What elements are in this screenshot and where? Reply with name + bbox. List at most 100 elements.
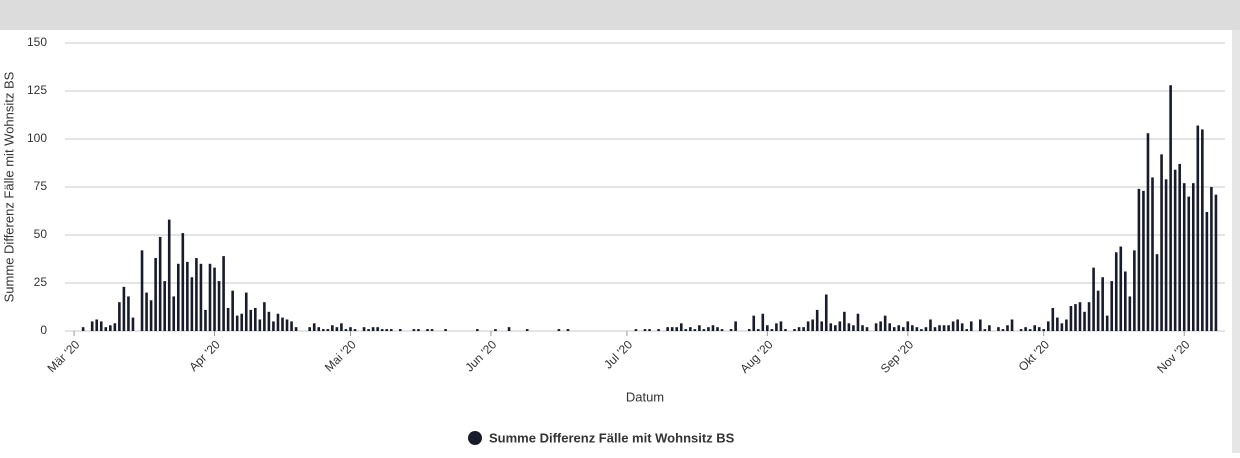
bar: [756, 329, 760, 331]
bar: [1096, 290, 1100, 331]
bar: [204, 309, 207, 331]
bar: [476, 329, 479, 331]
bar: [1087, 302, 1091, 331]
bar: [154, 258, 157, 331]
bar: [494, 329, 497, 331]
bar: [711, 325, 715, 331]
bar: [362, 327, 366, 331]
bar: [258, 319, 262, 331]
y-tick-label: 125: [27, 83, 47, 97]
bar: [1083, 311, 1086, 331]
bar: [290, 321, 293, 331]
bar: [389, 329, 393, 331]
x-tick-label: Nov '20: [1154, 337, 1193, 376]
bar: [716, 327, 719, 331]
bar: [231, 290, 234, 331]
bar: [1037, 327, 1041, 331]
bar: [1160, 154, 1163, 331]
bar: [222, 256, 225, 331]
bar: [852, 325, 855, 331]
bar: [693, 329, 697, 331]
bar: [331, 325, 334, 331]
bar: [1178, 163, 1181, 331]
bar: [883, 315, 887, 331]
bar: [689, 327, 692, 331]
y-tick-label: 75: [34, 179, 48, 193]
bar: [956, 319, 959, 331]
bar: [263, 302, 266, 331]
bar: [399, 329, 402, 331]
bar: [145, 292, 148, 331]
bar: [829, 323, 833, 331]
bar: [906, 321, 910, 331]
bar: [874, 323, 878, 331]
bar: [104, 327, 108, 331]
bar: [95, 319, 99, 331]
bar: [1128, 296, 1132, 331]
bar: [1119, 246, 1123, 331]
bar: [417, 329, 420, 331]
bar: [892, 327, 896, 331]
bar: [766, 325, 769, 331]
bar: [861, 325, 864, 331]
bar: [924, 327, 928, 331]
bar: [820, 321, 824, 331]
bar: [349, 327, 352, 331]
x-axis-label: Datum: [626, 389, 664, 404]
bar: [666, 327, 669, 331]
bar: [426, 329, 429, 331]
bar: [294, 327, 298, 331]
bar: [879, 321, 882, 331]
bar: [784, 329, 787, 331]
bar: [195, 258, 198, 331]
bar: [761, 313, 765, 331]
bar: [1078, 302, 1082, 331]
bar: [675, 327, 679, 331]
bar: [779, 321, 783, 331]
bar: [326, 329, 330, 331]
bar: [1201, 129, 1204, 331]
bar: [648, 329, 651, 331]
bar: [122, 286, 126, 331]
bar: [109, 325, 112, 331]
bar: [113, 323, 117, 331]
bar: [775, 323, 778, 331]
header-bar: [0, 0, 1240, 30]
legend-label[interactable]: Summe Differenz Fälle mit Wohnsitz BS: [489, 430, 735, 445]
bar: [1028, 329, 1032, 331]
bar: [965, 329, 969, 331]
bar: [1133, 250, 1136, 331]
bar: [911, 325, 914, 331]
bar: [380, 329, 384, 331]
bar: [149, 300, 153, 331]
bar: [679, 323, 683, 331]
bar: [176, 263, 180, 331]
bar: [217, 281, 221, 331]
bar: [312, 323, 316, 331]
x-tick-label: Mär '20: [44, 337, 82, 375]
bar: [1114, 252, 1118, 331]
bar: [698, 325, 701, 331]
bar: [979, 319, 982, 331]
bar: [1060, 323, 1064, 331]
bar: [344, 329, 348, 331]
bar: [1210, 187, 1213, 331]
bar: [920, 329, 923, 331]
x-tick-label: Jul '20: [601, 337, 635, 371]
bar: [1187, 196, 1191, 331]
bar: [566, 329, 570, 331]
bar: [208, 263, 212, 331]
bar: [254, 307, 257, 331]
bar: [702, 329, 706, 331]
bar: [643, 329, 647, 331]
bar: [815, 309, 819, 331]
bar: [897, 325, 901, 331]
bar: [385, 329, 389, 331]
bar: [1101, 277, 1104, 331]
bar: [1033, 325, 1036, 331]
y-tick-label: 25: [34, 275, 48, 289]
bar: [317, 327, 321, 331]
bar: [942, 325, 946, 331]
bar: [997, 327, 1000, 331]
